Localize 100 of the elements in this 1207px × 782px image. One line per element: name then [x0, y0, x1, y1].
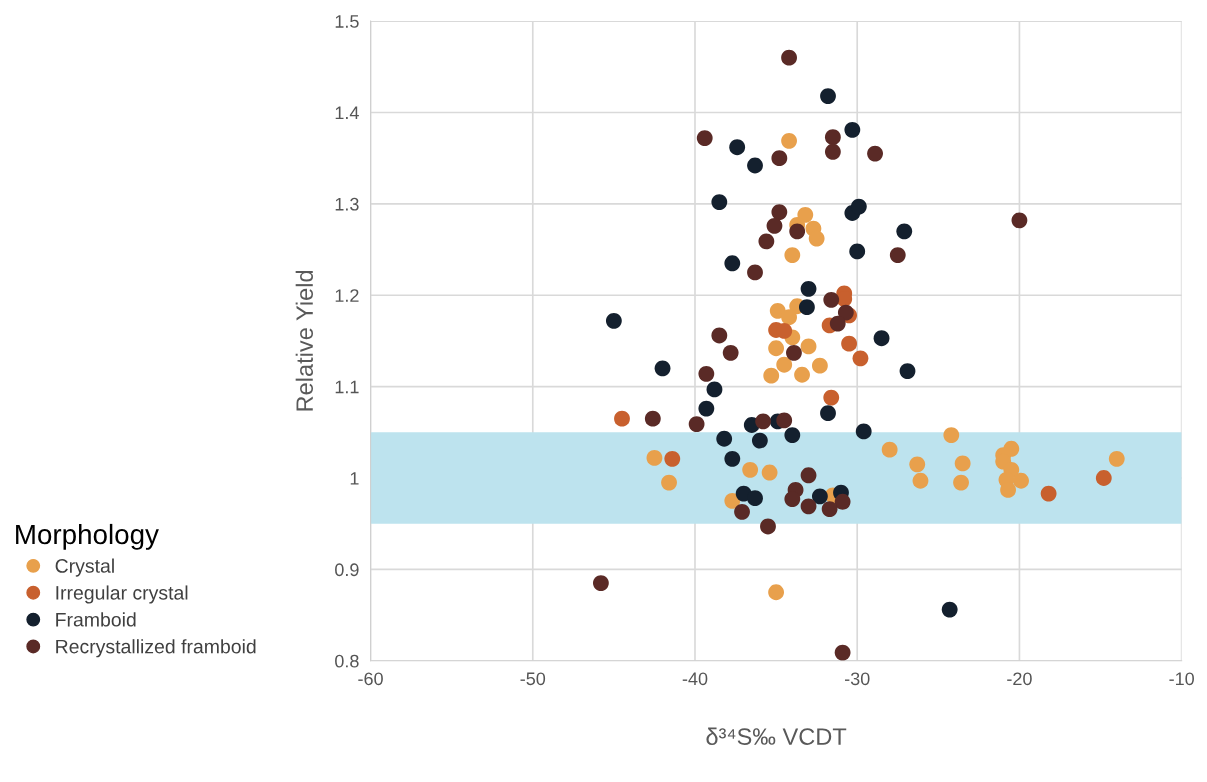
legend-label: Recrystallized framboid — [56, 639, 256, 658]
point — [1095, 470, 1112, 486]
point — [855, 423, 872, 440]
point — [844, 121, 861, 138]
point — [776, 412, 793, 429]
y-tick-label: 1 — [350, 472, 359, 485]
point — [909, 456, 926, 473]
point — [786, 344, 802, 361]
point — [716, 430, 733, 447]
point — [799, 299, 815, 316]
point — [698, 365, 715, 382]
point — [688, 416, 705, 433]
point — [800, 498, 817, 515]
point — [646, 450, 663, 466]
point — [776, 356, 793, 373]
point — [912, 472, 929, 489]
point — [722, 344, 739, 361]
point — [823, 291, 840, 308]
legend-label: Irregular crystal — [56, 585, 188, 604]
point — [781, 309, 797, 326]
y-tick-label: 1.3 — [335, 197, 359, 211]
x-tick-label: -60 — [358, 672, 383, 686]
point — [811, 488, 828, 505]
point — [800, 280, 817, 297]
point — [1013, 472, 1029, 489]
point — [823, 389, 840, 406]
point — [808, 230, 825, 247]
point — [889, 247, 906, 263]
point — [841, 335, 858, 352]
point — [763, 367, 780, 384]
point — [614, 410, 630, 427]
point — [696, 130, 713, 146]
point — [747, 264, 763, 281]
point — [834, 644, 851, 661]
x-tick-label: -50 — [520, 672, 546, 686]
point — [747, 490, 763, 507]
point — [953, 474, 969, 491]
point — [850, 198, 867, 215]
point — [781, 49, 797, 66]
point — [724, 255, 741, 272]
point — [654, 360, 671, 377]
point — [724, 450, 741, 467]
y-tick-label: 1.4 — [335, 106, 359, 120]
point — [605, 312, 622, 329]
x-axis-title: δ³⁴S‰ VCDT — [706, 727, 847, 745]
point — [820, 405, 836, 422]
point — [711, 327, 728, 344]
legend-title: Morphology — [16, 523, 159, 550]
point — [729, 139, 746, 156]
point — [771, 150, 788, 167]
point — [834, 493, 851, 510]
point — [784, 491, 801, 507]
point — [943, 427, 960, 443]
point — [896, 223, 913, 240]
x-tick-label: -20 — [1007, 672, 1032, 686]
point — [768, 584, 785, 601]
point — [751, 432, 768, 449]
point — [852, 350, 869, 367]
x-tick-label: -30 — [844, 672, 870, 686]
point — [644, 410, 661, 427]
point — [698, 400, 715, 417]
point — [821, 501, 838, 518]
legend-label: Framboid — [56, 612, 136, 627]
point — [867, 145, 883, 162]
point — [592, 575, 609, 592]
y-axis-title: Relative Yield — [295, 270, 314, 411]
point — [761, 464, 778, 481]
point — [954, 455, 971, 472]
x-tick-label: -40 — [682, 672, 708, 686]
x-tick-label: -10 — [1169, 672, 1194, 686]
point — [781, 132, 797, 149]
legend-label: Crystal — [55, 558, 114, 577]
point — [794, 366, 810, 383]
point — [873, 330, 890, 347]
point — [771, 204, 788, 221]
point — [800, 338, 817, 355]
point — [829, 315, 846, 332]
point — [1040, 485, 1057, 502]
point — [706, 381, 723, 398]
point — [724, 492, 741, 509]
point — [758, 233, 775, 250]
point — [766, 217, 783, 234]
point — [664, 450, 681, 467]
point — [734, 503, 750, 520]
point — [742, 461, 759, 478]
point — [899, 363, 916, 380]
point — [747, 157, 763, 174]
y-tick-label: 1.5 — [335, 15, 359, 28]
point — [941, 601, 958, 618]
point — [881, 441, 898, 458]
point — [820, 88, 836, 104]
point — [837, 304, 854, 321]
y-tick-label: 0.9 — [335, 563, 359, 577]
point — [1108, 450, 1125, 467]
point — [824, 143, 841, 160]
point — [789, 223, 806, 240]
point — [784, 427, 801, 443]
point — [849, 243, 866, 260]
point — [784, 247, 801, 263]
point — [661, 474, 677, 491]
